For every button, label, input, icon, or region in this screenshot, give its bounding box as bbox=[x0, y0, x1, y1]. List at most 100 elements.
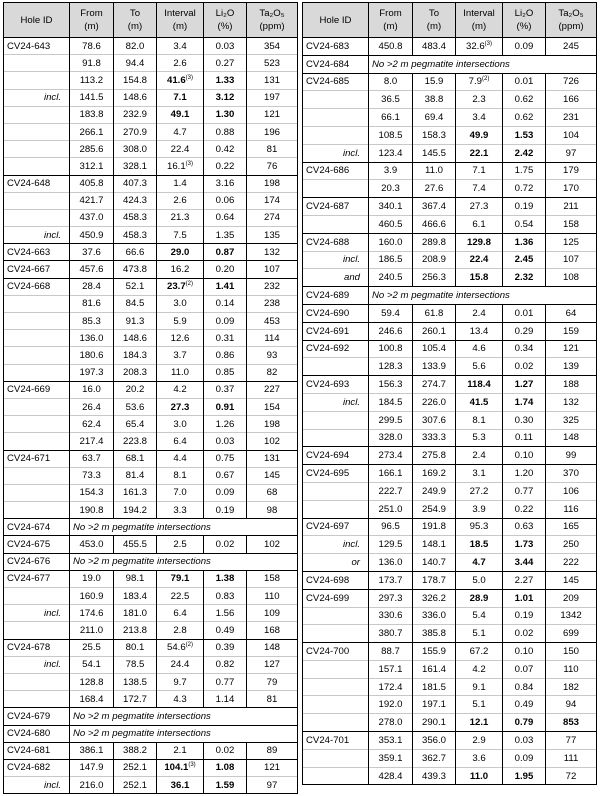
from: 174.6 bbox=[79, 607, 104, 619]
to-cell: 91.3 bbox=[113, 311, 157, 330]
hole-cell: incl. bbox=[3, 776, 70, 795]
to-cell: 183.4 bbox=[113, 586, 157, 605]
data-row: CV24-682 147.9 252.1 104.1(3) 1.08 121 bbox=[3, 758, 298, 777]
hole-cell: CV24-667 bbox=[3, 260, 70, 279]
to-cell: 328.1 bbox=[113, 157, 157, 175]
ta2o5: 211 bbox=[563, 201, 579, 213]
header-cell: To (m) bbox=[113, 2, 157, 38]
to-cell: 458.3 bbox=[113, 226, 157, 244]
ta2o5-cell: 107 bbox=[545, 250, 597, 269]
interval-cell: 7.4 bbox=[455, 179, 503, 198]
header-label: Interval bbox=[164, 8, 196, 19]
ta2o5: 106 bbox=[562, 485, 579, 497]
to-cell: 148.6 bbox=[113, 329, 157, 347]
hole-cell: CV24-648 bbox=[3, 174, 70, 193]
hole-id: CV24-669 bbox=[7, 384, 51, 396]
ta2o5: 188 bbox=[562, 379, 579, 391]
to-cell: 169.2 bbox=[412, 464, 456, 483]
interval: 27.3 bbox=[170, 401, 190, 413]
interval-cell: 5.6 bbox=[455, 357, 503, 376]
ta2o5: 168 bbox=[263, 624, 280, 636]
interval-cell: 9.1 bbox=[455, 677, 503, 696]
li2o: 0.54 bbox=[514, 218, 534, 230]
li2o: 1.73 bbox=[514, 539, 534, 551]
from: 36.5 bbox=[381, 94, 400, 106]
ta2o5: 104 bbox=[562, 129, 579, 141]
ta2o5: 159 bbox=[562, 325, 579, 337]
from-cell: 184.5 bbox=[368, 392, 413, 412]
to-cell: 191.8 bbox=[412, 517, 456, 536]
ta2o5: 1342 bbox=[560, 610, 582, 622]
ta2o5: 77 bbox=[565, 734, 577, 746]
interval: 41.5 bbox=[469, 396, 489, 408]
hole-cell: CV24-693 bbox=[302, 375, 369, 394]
li2o-cell: 1.73 bbox=[502, 535, 546, 554]
li2o: 1.74 bbox=[514, 396, 534, 408]
interval: 67.2 bbox=[469, 645, 489, 657]
interval-cell: 2.1 bbox=[156, 741, 204, 760]
from: 141.5 bbox=[79, 92, 104, 104]
data-row: 128.8 138.5 9.7 0.77 79 bbox=[3, 672, 298, 691]
from-cell: 359.1 bbox=[368, 748, 413, 768]
from-cell: 428.4 bbox=[368, 766, 413, 786]
ta2o5-cell: 125 bbox=[545, 232, 597, 252]
to: 94.4 bbox=[125, 57, 145, 69]
from-cell: 54.1 bbox=[69, 655, 114, 674]
to: 270.9 bbox=[122, 126, 147, 138]
to-cell: 483.4 bbox=[412, 37, 456, 56]
from-cell: 386.1 bbox=[69, 741, 114, 760]
from: 359.1 bbox=[378, 752, 403, 764]
hole-cell: CV24-697 bbox=[302, 517, 369, 536]
from-cell: 166.1 bbox=[368, 464, 413, 483]
interval-cell: 49.9 bbox=[455, 125, 503, 145]
header-cell: Ta₂O₅ (ppm) bbox=[545, 2, 597, 38]
ta2o5: 108 bbox=[562, 272, 579, 284]
interval: 2.5 bbox=[173, 539, 187, 551]
interval-cell: 27.2 bbox=[455, 481, 503, 501]
data-row: CV24-699 297.3 326.2 28.9 1.01 209 bbox=[302, 588, 597, 607]
ta2o5-cell: 150 bbox=[545, 642, 597, 661]
from-cell: 186.5 bbox=[368, 250, 413, 269]
ta2o5: 232 bbox=[263, 281, 280, 293]
li2o-cell: 0.19 bbox=[502, 606, 546, 625]
footnote-ref: (3) bbox=[185, 160, 194, 167]
li2o-cell: 1.33 bbox=[203, 71, 247, 90]
li2o-cell: 1.26 bbox=[203, 415, 247, 433]
li2o-cell: 1.30 bbox=[203, 105, 247, 124]
data-row: incl. 216.0 252.1 36.1 1.59 97 bbox=[3, 776, 298, 795]
li2o-cell: 0.02 bbox=[502, 624, 546, 643]
to-cell: 289.8 bbox=[412, 232, 456, 252]
ta2o5: 325 bbox=[562, 414, 579, 426]
to: 181.5 bbox=[421, 681, 446, 693]
from: 340.1 bbox=[378, 201, 403, 213]
interval: 27.2 bbox=[469, 485, 489, 497]
ta2o5: 121 bbox=[562, 343, 579, 355]
header-label: Interval bbox=[463, 8, 495, 19]
data-row: CV24-689 No >2 m pegmatite intersections bbox=[302, 286, 597, 305]
from: 3.9 bbox=[383, 165, 398, 177]
ta2o5-cell: 132 bbox=[545, 392, 597, 412]
interval: 104.1 bbox=[164, 762, 189, 774]
hole-cell: CV24-690 bbox=[302, 303, 369, 323]
li2o-cell: 1.75 bbox=[502, 161, 546, 180]
li2o: 0.63 bbox=[514, 521, 534, 533]
interval: 29.0 bbox=[170, 246, 190, 258]
from-cell: 128.3 bbox=[368, 357, 413, 376]
hole-cell bbox=[302, 499, 369, 519]
interval: 7.1 bbox=[173, 92, 187, 104]
header-label: To bbox=[129, 8, 141, 19]
hole-cell: CV24-663 bbox=[3, 243, 70, 261]
data-row: CV24-683 450.8 483.4 32.6(3) 0.09 245 bbox=[302, 37, 597, 56]
qualifier: incl. bbox=[43, 659, 61, 671]
from-cell: 328.0 bbox=[368, 428, 413, 447]
li2o: 1.26 bbox=[215, 418, 235, 430]
to-cell: 78.5 bbox=[113, 655, 157, 674]
footnote-ref: (2) bbox=[185, 281, 194, 288]
header-cell: To (m) bbox=[412, 2, 456, 38]
from-cell: 26.4 bbox=[69, 397, 114, 416]
to-cell: 385.8 bbox=[412, 624, 456, 643]
hole-cell: CV24-694 bbox=[302, 446, 369, 465]
li2o-cell: 2.27 bbox=[502, 570, 546, 590]
to-cell: 232.9 bbox=[113, 105, 157, 124]
ta2o5-cell: 139 bbox=[545, 357, 597, 376]
